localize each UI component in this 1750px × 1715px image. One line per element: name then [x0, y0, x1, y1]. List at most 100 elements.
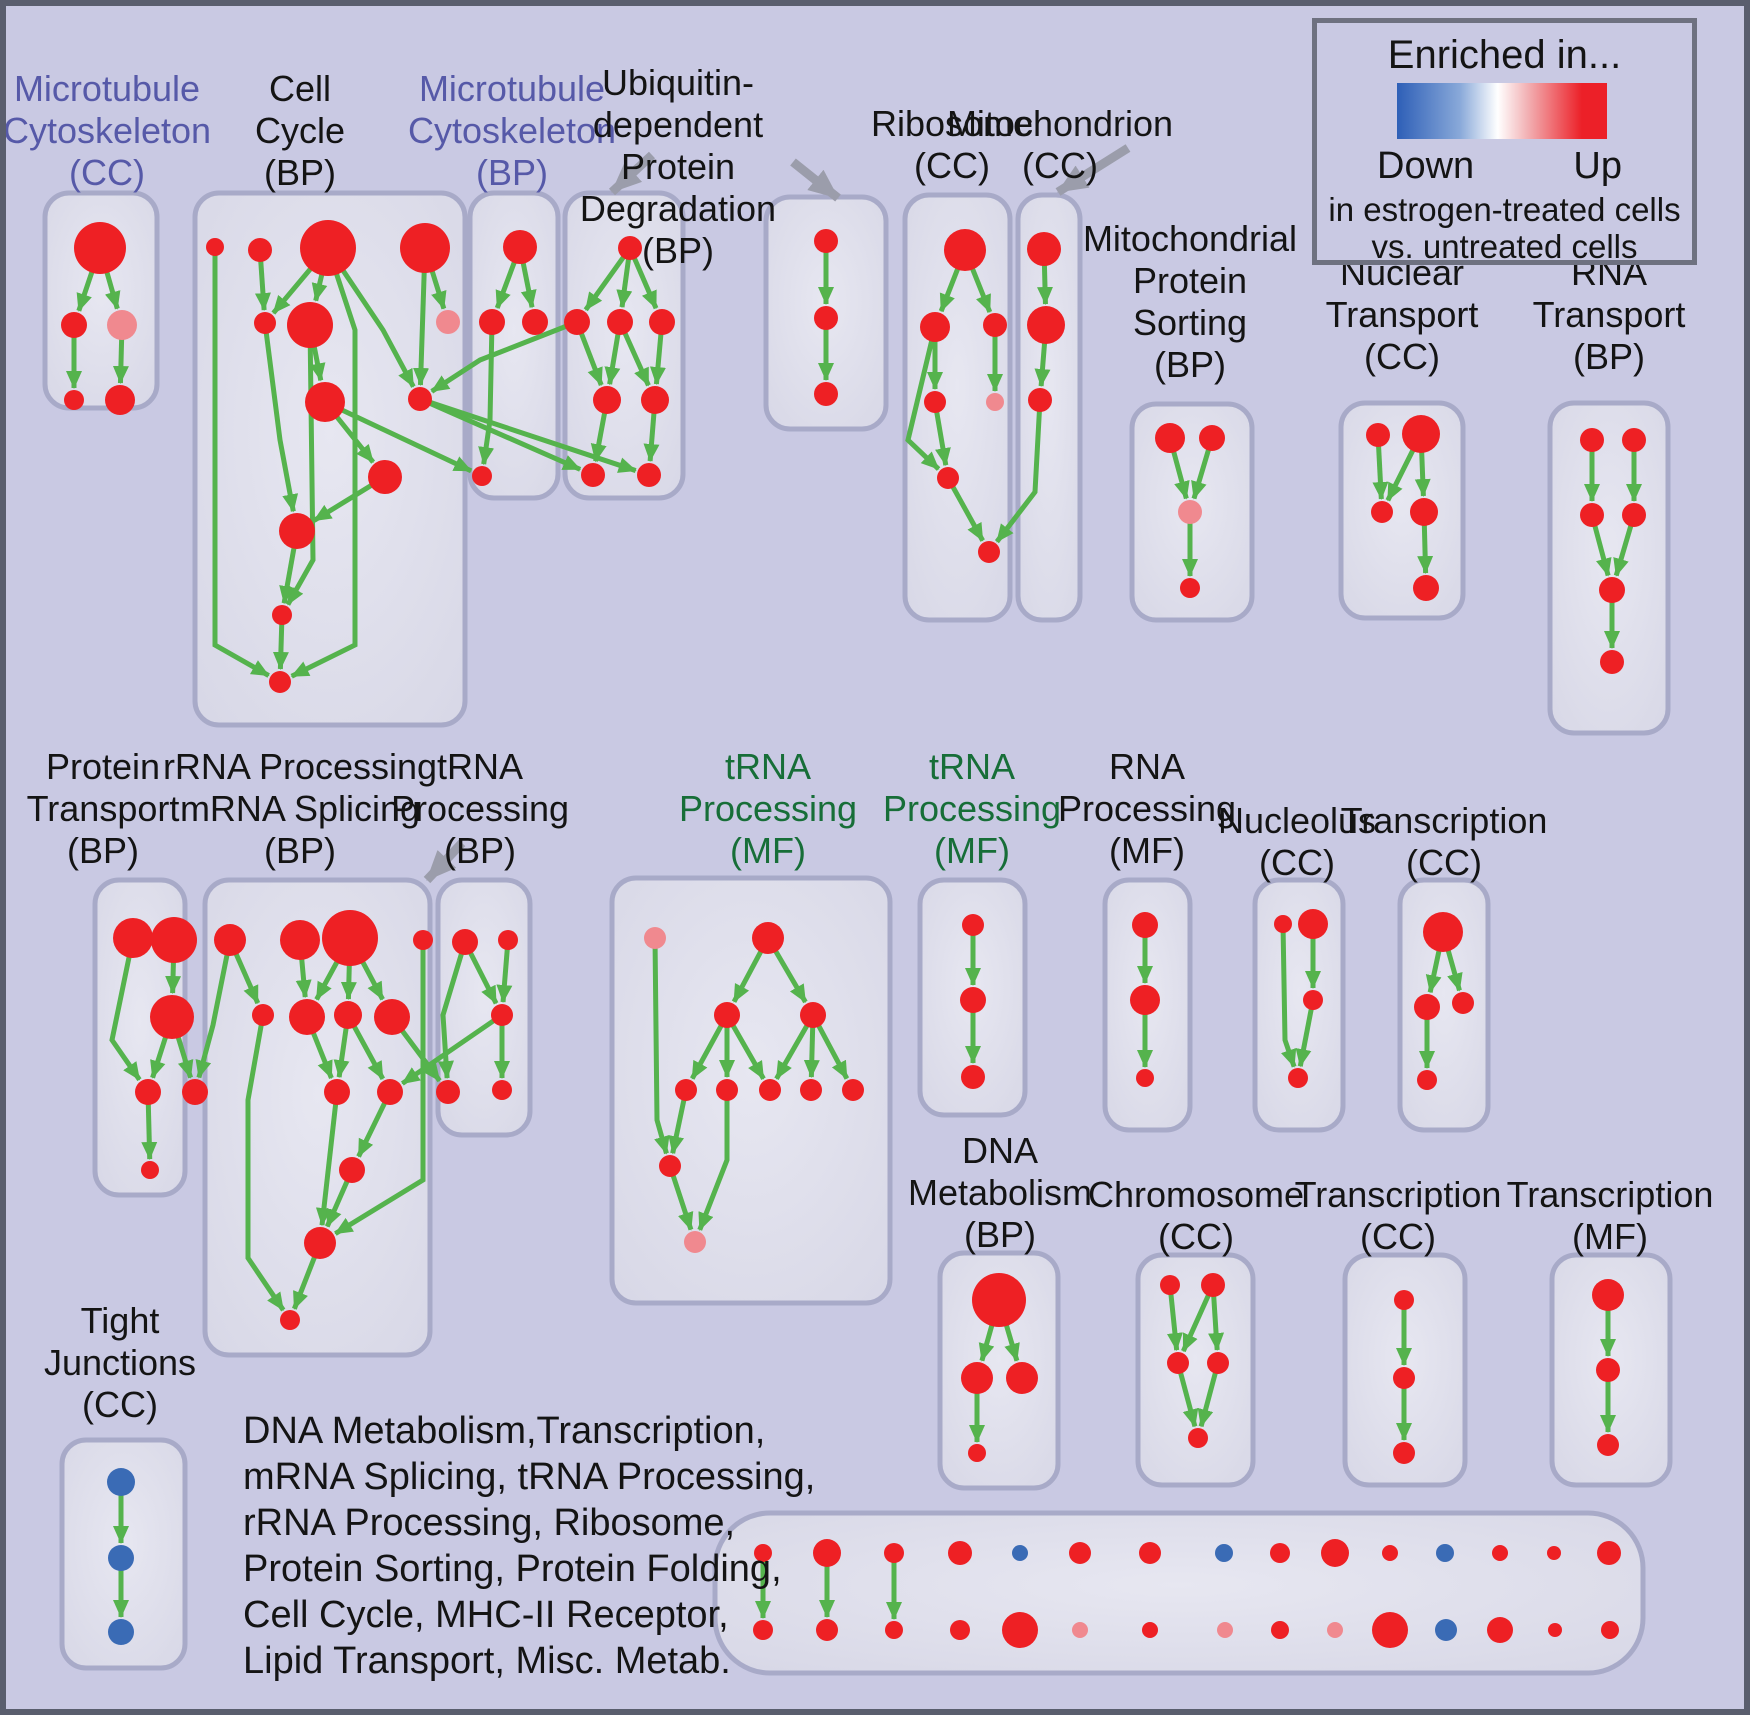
go-term-node — [1393, 1367, 1415, 1389]
go-term-node — [1596, 1358, 1620, 1382]
edge — [1280, 923, 1297, 1068]
go-term-node — [593, 386, 621, 414]
go-term-node — [962, 914, 984, 936]
cluster-label-mitochondrion: Mitochondrion (CC) — [946, 103, 1174, 186]
go-term-node — [684, 1231, 706, 1253]
go-term-node — [1394, 1290, 1414, 1310]
label-callout-arrow — [423, 839, 466, 884]
go-term-node — [1580, 428, 1604, 452]
go-term-node — [1600, 650, 1624, 674]
go-term-node — [107, 1468, 135, 1496]
cluster-label-microtubule-cc: Microtubule Cytoskeleton (CC) — [2, 68, 212, 193]
go-term-node — [324, 1079, 350, 1105]
go-term-node — [1622, 428, 1646, 452]
edge — [905, 326, 941, 471]
go-term-node — [1027, 306, 1065, 344]
go-term-node — [339, 1157, 365, 1183]
go-term-node — [814, 306, 838, 330]
go-term-node — [618, 236, 642, 260]
cluster-label-rna-transport: RNA Transport (BP) — [1532, 252, 1686, 377]
edge — [323, 399, 473, 474]
go-term-node — [472, 466, 492, 486]
go-term-node — [659, 1155, 681, 1177]
edge — [994, 399, 1043, 544]
go-term-node — [1160, 1275, 1180, 1295]
go-term-node — [961, 1065, 985, 1089]
edge — [419, 396, 637, 473]
go-term-node — [759, 1079, 781, 1101]
go-term-node — [436, 1080, 460, 1104]
nodes — [61, 220, 1646, 1648]
footnote-line: rRNA Processing, Ribosome, — [243, 1502, 736, 1544]
go-term-node — [269, 671, 291, 693]
edge — [945, 476, 985, 542]
label-callout-arrow — [1055, 144, 1131, 196]
footnote-line: Lipid Transport, Misc. Metab. — [243, 1640, 731, 1682]
go-term-node — [289, 999, 325, 1035]
band-dot-top — [1382, 1545, 1398, 1561]
edge — [1181, 1283, 1216, 1353]
edge — [418, 396, 582, 472]
go-term-node — [1288, 1068, 1308, 1088]
go-term-node — [113, 918, 153, 958]
cluster-label-ribosome: Ribosome (CC) — [870, 103, 1034, 186]
band-dot-top — [1436, 1544, 1454, 1562]
go-term-node — [1413, 575, 1439, 601]
edge — [334, 940, 426, 1236]
band-dot-top — [1012, 1545, 1028, 1561]
go-term-node — [1393, 1442, 1415, 1464]
go-term-node — [1207, 1352, 1229, 1374]
go-term-node — [1006, 1362, 1038, 1394]
go-term-node — [61, 312, 87, 338]
go-term-node — [206, 238, 224, 256]
edge — [438, 941, 468, 1080]
edge — [583, 246, 633, 312]
go-term-node — [960, 987, 986, 1013]
go-term-node — [564, 309, 590, 335]
band-dot-top — [1069, 1542, 1091, 1564]
edge — [262, 322, 299, 513]
go-term-node — [1298, 909, 1328, 939]
cluster-label-rrna-processing: rRNA Processing mRNA Splicing (BP) — [162, 746, 438, 871]
go-term-node — [492, 1080, 512, 1100]
go-term-node — [105, 385, 135, 415]
go-term-node — [641, 386, 669, 414]
go-term-node — [214, 924, 246, 956]
footnote-cluster-list: DNA Metabolism,Transcription, mRNA Splic… — [243, 1408, 815, 1684]
go-term-node — [1599, 577, 1625, 603]
cluster-box-nucleolus — [1252, 877, 1346, 1133]
edge — [496, 939, 513, 1004]
band-dot-top — [948, 1541, 972, 1565]
callout-arrows — [423, 144, 1131, 884]
go-term-node — [814, 229, 838, 253]
go-term-node — [800, 1002, 826, 1028]
go-term-node — [920, 312, 950, 342]
go-term-node — [1132, 912, 1158, 938]
go-term-node — [924, 391, 946, 413]
go-term-node — [107, 310, 137, 340]
go-term-node — [135, 1079, 161, 1105]
go-term-node — [182, 1079, 208, 1105]
footnote-line: DNA Metabolism,Transcription, — [243, 1410, 766, 1452]
band-dot-bottom — [1142, 1622, 1158, 1638]
go-term-node — [1201, 1273, 1225, 1297]
cluster-label-ubiquitin-deg: Ubiquitin-dependent Protein Degradation (BP… — [579, 62, 777, 271]
legend-gradient-bar — [1397, 83, 1607, 139]
go-term-node — [1028, 388, 1052, 412]
go-term-node — [1199, 425, 1225, 451]
band-dot-top — [813, 1539, 841, 1567]
go-term-node — [151, 917, 197, 963]
go-term-node — [287, 302, 333, 348]
go-term-node — [479, 309, 505, 335]
go-term-node — [752, 922, 784, 954]
go-term-node — [1180, 578, 1200, 598]
band-dot-bottom — [950, 1620, 970, 1640]
go-term-node — [714, 1002, 740, 1028]
go-term-node — [961, 1362, 993, 1394]
go-term-node — [108, 1619, 134, 1645]
edge — [245, 1014, 286, 1312]
band-dot-bottom — [1372, 1612, 1408, 1648]
band-dot-top — [1321, 1539, 1349, 1567]
cluster-box-misc-band — [712, 1510, 1646, 1676]
go-term-node — [1597, 1434, 1619, 1456]
